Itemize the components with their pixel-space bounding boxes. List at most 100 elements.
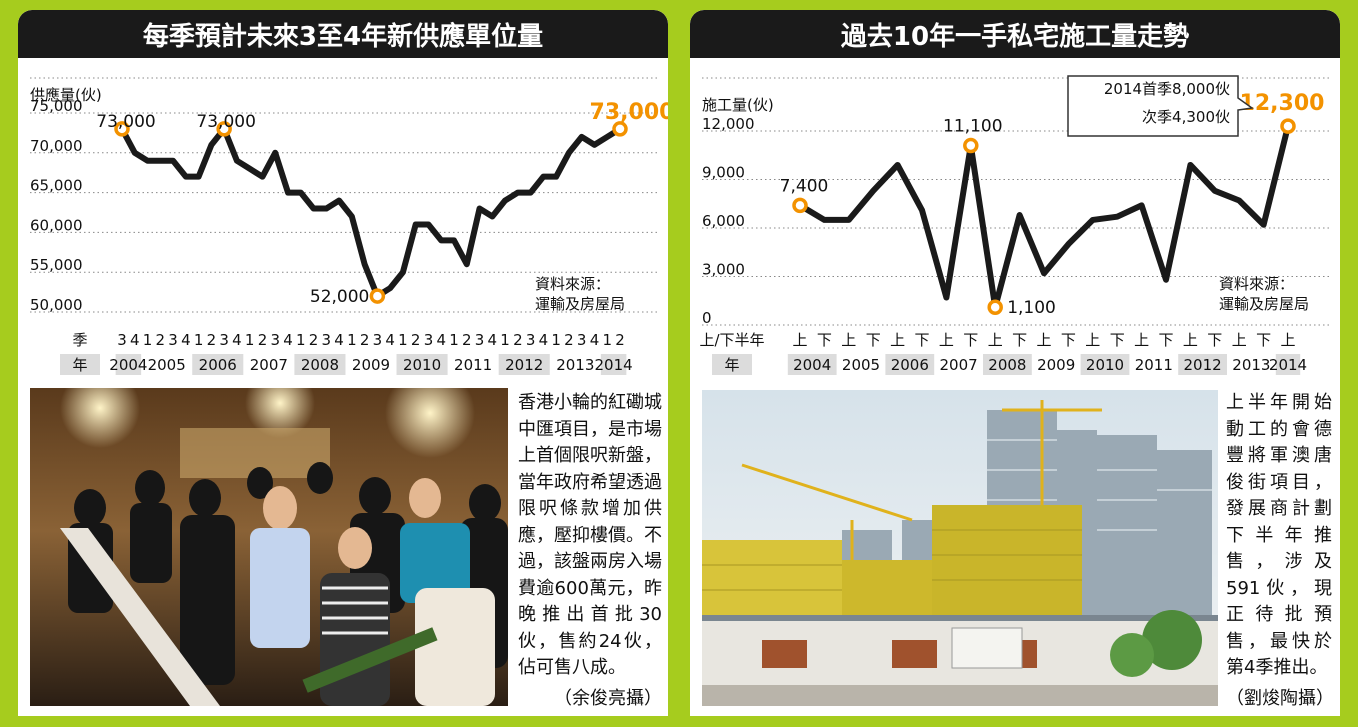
x-tick-label: 1	[398, 331, 408, 349]
year-label: 2007	[940, 356, 978, 374]
year-band	[1275, 354, 1301, 375]
data-point	[541, 174, 546, 179]
right-panel-title: 過去10年一手私宅施工量走勢	[690, 10, 1340, 58]
y-tick-label: 0	[702, 309, 712, 327]
year-band	[983, 354, 1032, 375]
data-point	[1139, 203, 1144, 208]
highlight-marker	[963, 137, 979, 154]
data-point	[846, 217, 851, 223]
x-tick-label: 1	[500, 331, 510, 349]
data-point	[528, 190, 533, 195]
x-tick-label: 1	[347, 331, 357, 349]
year-band	[396, 354, 448, 375]
year-label: 2014	[1269, 356, 1307, 374]
data-point	[387, 285, 393, 291]
data-point	[362, 262, 367, 267]
data-point	[234, 158, 240, 163]
x-tick-label: 1	[551, 331, 561, 349]
y-tick-label: 6,000	[702, 212, 745, 230]
x-tick-label: 1	[245, 331, 255, 349]
x-tick-label: 4	[590, 331, 600, 349]
x-tick-label: 下	[1207, 331, 1222, 349]
highlight-marker	[369, 288, 386, 304]
x-tick-label: 上	[1232, 331, 1247, 349]
x-tick-label: 上	[792, 331, 807, 349]
y-axis-label: 施工量(伙)	[702, 96, 774, 114]
period-row-label: 季	[72, 331, 87, 349]
x-tick-label: 4	[488, 331, 498, 349]
x-tick-label: 3	[117, 331, 127, 349]
data-label: 73,000	[196, 112, 255, 132]
data-point	[400, 270, 406, 275]
x-tick-label: 上	[841, 331, 856, 349]
x-tick-label: 3	[475, 331, 485, 349]
data-point	[1041, 271, 1047, 276]
year-label: 2014	[595, 356, 633, 374]
left-source-note: 資料來源： 運輸及房屋局	[535, 274, 625, 314]
year-label: 2013	[556, 356, 594, 374]
year-label: 2006	[891, 356, 929, 374]
x-tick-label: 3	[577, 331, 587, 349]
x-tick-label: 3	[373, 331, 383, 349]
y-tick-label: 55,000	[30, 256, 83, 274]
y-tick-label: 9,000	[702, 164, 745, 182]
right-source-note: 資料來源： 運輸及房屋局	[1219, 274, 1309, 314]
data-point	[592, 142, 597, 148]
x-tick-label: 3	[322, 331, 332, 349]
x-tick-label: 2	[462, 331, 472, 349]
data-point	[1017, 212, 1022, 218]
data-point	[464, 262, 469, 267]
data-point	[605, 134, 610, 140]
data-point	[1237, 198, 1242, 203]
data-point	[170, 158, 176, 163]
y-tick-label: 65,000	[30, 177, 83, 195]
y-tick-label: 60,000	[30, 216, 83, 234]
year-band	[885, 354, 935, 375]
data-point	[871, 188, 876, 194]
x-tick-label: 3	[526, 331, 536, 349]
x-tick-label: 4	[283, 331, 293, 349]
data-point	[895, 162, 900, 168]
x-tick-label: 2	[207, 331, 217, 349]
year-label: 2007	[250, 356, 288, 374]
x-tick-label: 下	[866, 331, 881, 349]
x-tick-label: 上	[890, 331, 905, 349]
year-label: 2008	[988, 356, 1026, 374]
x-tick-label: 1	[194, 331, 204, 349]
x-tick-label: 上	[1036, 331, 1051, 349]
data-point	[183, 174, 189, 179]
data-point	[324, 206, 329, 211]
series-line	[797, 123, 1291, 311]
year-label: 2013	[1232, 356, 1270, 374]
x-tick-label: 1	[143, 331, 153, 349]
series-line	[119, 125, 623, 300]
y-tick-label: 70,000	[30, 137, 83, 155]
x-tick-label: 2	[513, 331, 523, 349]
x-tick-label: 4	[539, 331, 549, 349]
y-tick-label: 75,000	[30, 97, 83, 115]
y-axis-label: 供應量(伙)	[30, 86, 102, 104]
highlight-marker	[987, 299, 1003, 315]
data-point	[919, 208, 925, 213]
data-point	[579, 134, 584, 140]
year-band	[115, 354, 142, 375]
data-label: 52,000	[310, 287, 369, 307]
data-label: 1,100	[1007, 298, 1056, 318]
data-point	[145, 158, 150, 163]
data-point	[439, 238, 444, 243]
data-point	[298, 190, 303, 195]
year-label: 2012	[505, 356, 543, 374]
data-point	[426, 222, 431, 227]
data-point	[1212, 188, 1217, 194]
data-point	[822, 217, 827, 223]
data-point	[1115, 214, 1120, 219]
x-tick-label: 上	[1280, 331, 1295, 349]
data-point	[944, 295, 949, 300]
x-tick-label: 4	[232, 331, 242, 349]
callout-line-2: 次季4,300伙	[1142, 108, 1230, 126]
data-point	[1090, 217, 1095, 223]
x-tick-label: 2	[411, 331, 421, 349]
highlight-marker	[792, 197, 808, 214]
data-point	[1188, 162, 1193, 168]
callout-box	[1067, 75, 1254, 137]
